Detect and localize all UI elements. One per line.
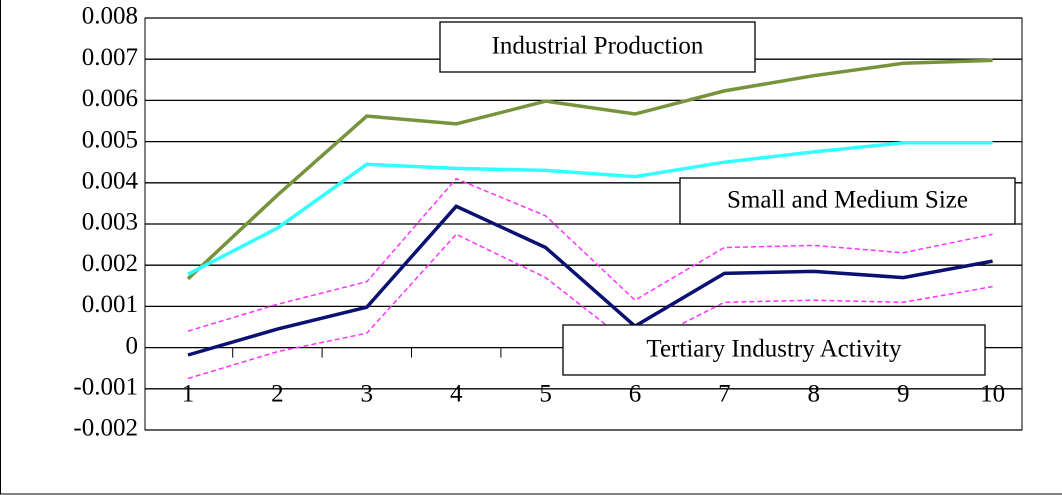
- y-tick-label: 0.003: [82, 209, 138, 236]
- x-tick-label: 5: [539, 380, 552, 407]
- x-tick-label: 8: [808, 380, 821, 407]
- series-label: Industrial Production: [492, 33, 704, 60]
- x-tick-label: 7: [718, 380, 731, 407]
- y-tick-label: 0.001: [82, 291, 138, 318]
- band-line: [187, 177, 993, 332]
- x-tick-label: 10: [980, 380, 1005, 407]
- x-tick-label: 6: [629, 380, 642, 407]
- band-line: [187, 233, 993, 380]
- series-labels: Industrial Production Small and Medium Si…: [439, 21, 1016, 376]
- series-line: [187, 141, 993, 276]
- y-tick-label: 0.005: [82, 126, 138, 153]
- y-tick-label: -0.002: [73, 415, 138, 442]
- series-line: [187, 204, 993, 357]
- x-tick-label: 2: [271, 380, 284, 407]
- label-box: [679, 177, 1016, 225]
- plot-frame: [144, 17, 1023, 431]
- series-label: Tertiary Industry Activity: [646, 336, 902, 363]
- series-lines: [186, 58, 993, 380]
- series-line: [186, 58, 993, 281]
- y-tick-label: 0.008: [82, 3, 138, 30]
- y-tick-label: 0.006: [82, 85, 138, 112]
- label-box: [562, 324, 986, 376]
- y-tick-label: 0.002: [82, 250, 138, 277]
- y-tick-label: 0.007: [82, 44, 138, 71]
- x-tick-label: 4: [450, 380, 463, 407]
- y-tick-label: 0: [126, 332, 139, 359]
- x-tick-label: 3: [361, 380, 374, 407]
- series-label: Small and Medium Size: [727, 187, 968, 214]
- y-tick-label: 0.004: [82, 168, 139, 195]
- y-tick-label: -0.001: [73, 374, 138, 401]
- x-tick-label: 9: [897, 380, 910, 407]
- label-box: [439, 21, 756, 73]
- x-tick-label: 1: [182, 380, 195, 407]
